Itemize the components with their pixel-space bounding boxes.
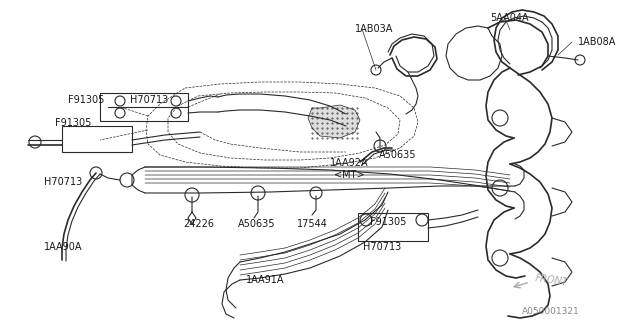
Text: FRONT: FRONT (534, 273, 568, 287)
Text: H70713: H70713 (44, 177, 83, 187)
Text: F91305: F91305 (370, 217, 406, 227)
Text: A50635: A50635 (238, 219, 275, 229)
Text: 1AB08A: 1AB08A (578, 37, 616, 47)
Text: 1AA91A: 1AA91A (246, 275, 285, 285)
Text: 1AA90A: 1AA90A (44, 242, 83, 252)
Text: 24226: 24226 (183, 219, 214, 229)
Text: F91305: F91305 (68, 95, 104, 105)
Bar (358, 213, 428, 241)
Text: A050001321: A050001321 (522, 308, 580, 316)
Bar (62, 126, 132, 152)
Text: 5AA04A: 5AA04A (490, 13, 529, 23)
Text: H70713: H70713 (130, 95, 168, 105)
Text: 1AA92A: 1AA92A (330, 158, 369, 168)
Polygon shape (308, 105, 360, 138)
Text: F91305: F91305 (55, 118, 92, 128)
Text: A50635: A50635 (379, 150, 417, 160)
Bar (100, 93, 188, 121)
Text: <MT>: <MT> (334, 170, 365, 180)
Text: 17544: 17544 (297, 219, 328, 229)
Text: 1AB03A: 1AB03A (355, 24, 394, 34)
Text: H70713: H70713 (363, 242, 401, 252)
